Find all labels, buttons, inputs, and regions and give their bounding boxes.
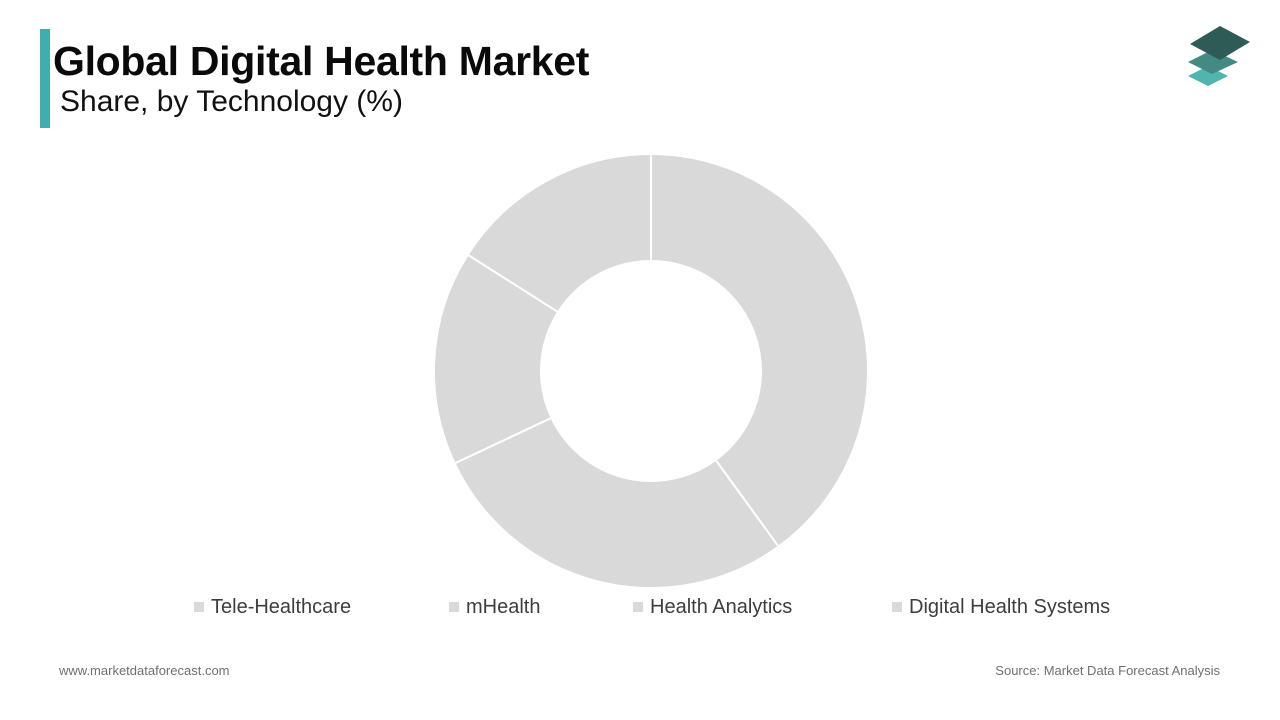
legend-swatch-tele-healthcare — [194, 602, 204, 612]
chart-title: Global Digital Health Market — [53, 38, 590, 84]
donut-slice-health-analytics — [433, 253, 560, 465]
logo-layer-middle — [1188, 50, 1238, 74]
legend-item-mhealth: mHealth — [449, 594, 540, 620]
footer-website: www.marketdataforecast.com — [59, 663, 230, 678]
donut-slice-tele-healthcare — [650, 152, 869, 548]
legend-item-health-analytics: Health Analytics — [633, 594, 792, 620]
stacked-layers-logo-icon — [1188, 26, 1250, 86]
legend-item-tele-healthcare: Tele-Healthcare — [194, 594, 351, 620]
legend-item-digital-health-systems: Digital Health Systems — [892, 594, 1110, 620]
legend-swatch-digital-health-systems — [892, 602, 902, 612]
legend-label-mhealth: mHealth — [466, 595, 541, 618]
footer-source: Source: Market Data Forecast Analysis — [995, 663, 1220, 678]
logo-layer-top — [1190, 26, 1250, 60]
title-accent-bar — [40, 29, 50, 128]
chart-subtitle: Share, by Technology (%) — [60, 85, 403, 118]
donut-slice-digital-health-systems — [466, 152, 652, 314]
legend-swatch-mhealth — [449, 602, 459, 612]
donut-slice-mhealth — [453, 416, 780, 589]
legend-label-digital-health-systems: Digital Health Systems — [909, 595, 1111, 618]
legend-label-health-analytics: Health Analytics — [650, 595, 793, 618]
legend-label-tele-healthcare: Tele-Healthcare — [211, 595, 352, 618]
donut-slices — [433, 152, 869, 589]
legend-swatch-health-analytics — [633, 602, 643, 612]
